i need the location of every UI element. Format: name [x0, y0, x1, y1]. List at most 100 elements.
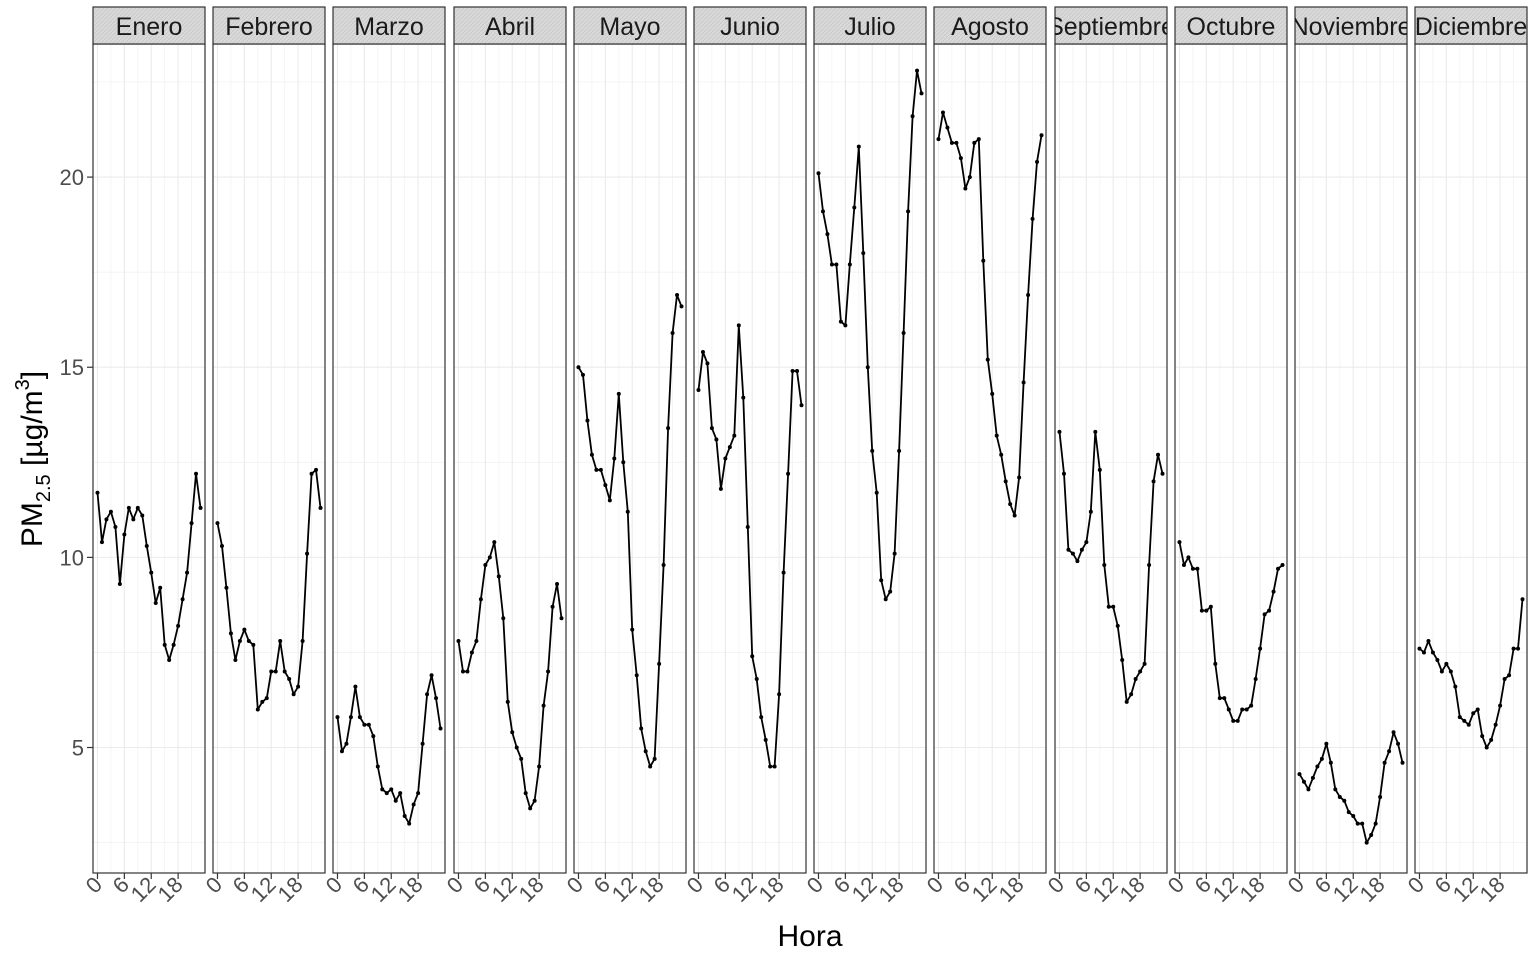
- data-point: [357, 715, 362, 720]
- data-point: [1084, 540, 1089, 545]
- facet-strip-label: Junio: [720, 13, 780, 41]
- data-point: [1342, 798, 1347, 803]
- y-tick-label: 10: [60, 545, 84, 570]
- data-point: [1147, 562, 1152, 567]
- x-tick-label: 18: [1475, 872, 1510, 907]
- data-point: [487, 555, 492, 560]
- data-point: [727, 445, 732, 450]
- data-point: [861, 251, 866, 256]
- data-point: [171, 642, 176, 647]
- data-point: [834, 262, 839, 267]
- data-point: [736, 323, 741, 328]
- data-point: [1075, 559, 1080, 564]
- data-point: [1511, 646, 1516, 651]
- data-point: [113, 524, 118, 529]
- data-point: [1235, 718, 1240, 723]
- data-point: [763, 737, 768, 742]
- data-point: [607, 498, 612, 503]
- data-point: [741, 395, 746, 400]
- data-point: [434, 696, 439, 701]
- data-point: [344, 741, 349, 746]
- facet-strip: [1294, 6, 1408, 45]
- y-tick-label: 15: [60, 355, 84, 380]
- data-point: [750, 654, 755, 659]
- data-point: [1124, 699, 1129, 704]
- data-point: [269, 669, 274, 674]
- data-point: [194, 471, 199, 476]
- data-point: [616, 391, 621, 396]
- data-point: [375, 764, 380, 769]
- facet-strip-label: Enero: [116, 13, 183, 41]
- data-point: [906, 209, 911, 214]
- data-point: [874, 490, 879, 495]
- data-point: [1008, 502, 1013, 507]
- data-point: [149, 570, 154, 575]
- data-point: [1387, 749, 1392, 754]
- panel-background: [454, 44, 566, 873]
- data-point: [501, 616, 506, 621]
- data-point: [652, 756, 657, 761]
- data-point: [185, 570, 190, 575]
- data-point: [675, 292, 680, 297]
- data-point: [967, 175, 972, 180]
- data-point: [555, 581, 560, 586]
- data-point: [990, 391, 995, 396]
- data-point: [879, 578, 884, 583]
- facet-strip-label: Noviembre: [1291, 13, 1412, 41]
- x-tick-label: 0: [81, 872, 107, 898]
- data-point: [219, 543, 224, 548]
- data-point: [1199, 608, 1204, 613]
- data-point: [189, 521, 194, 526]
- data-point: [1489, 737, 1494, 742]
- data-point: [972, 140, 977, 145]
- data-point: [1138, 669, 1143, 674]
- panel-background: [1175, 44, 1287, 873]
- data-point: [1351, 813, 1356, 818]
- data-point: [661, 562, 666, 567]
- data-point: [919, 91, 924, 96]
- data-point: [892, 551, 897, 556]
- data-point: [528, 806, 533, 811]
- data-point: [603, 483, 608, 488]
- y-axis-title-subscript: 2.5: [33, 474, 55, 502]
- data-point: [852, 205, 857, 210]
- data-point: [621, 460, 626, 465]
- data-point: [585, 418, 590, 423]
- data-point: [523, 791, 528, 796]
- data-point: [287, 677, 292, 682]
- data-point: [1369, 832, 1374, 837]
- panel-background: [814, 44, 926, 873]
- data-point: [1297, 772, 1302, 777]
- data-point: [1475, 707, 1480, 712]
- panel-background: [333, 44, 445, 873]
- data-point: [625, 509, 630, 514]
- data-point: [790, 369, 795, 374]
- data-point: [1012, 513, 1017, 518]
- data-point: [514, 745, 519, 750]
- data-point: [994, 433, 999, 438]
- data-point: [1217, 696, 1222, 701]
- data-point: [1003, 479, 1008, 484]
- data-point: [1066, 547, 1071, 552]
- data-point: [718, 486, 723, 491]
- data-point: [398, 791, 403, 796]
- data-point: [246, 639, 251, 644]
- facet-strip: [212, 6, 326, 45]
- panel-background: [213, 44, 325, 873]
- data-point: [945, 125, 950, 130]
- data-point: [1444, 661, 1449, 666]
- data-point: [104, 517, 109, 522]
- data-point: [1070, 551, 1075, 556]
- data-point: [580, 372, 585, 377]
- x-tick-label: 0: [442, 872, 468, 898]
- data-point: [657, 661, 662, 666]
- data-point: [402, 813, 407, 818]
- data-point: [709, 426, 714, 431]
- data-point: [478, 597, 483, 602]
